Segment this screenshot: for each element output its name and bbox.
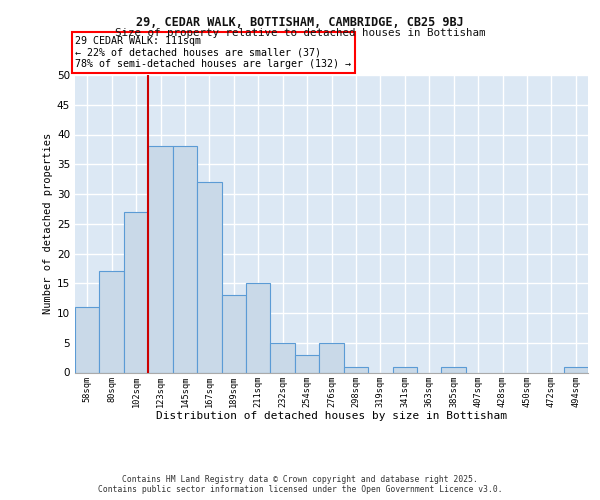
Bar [75,307,100,372]
Bar [271,343,295,372]
Bar [100,272,124,372]
Bar [173,146,197,372]
Bar [563,366,588,372]
Text: 29, CEDAR WALK, BOTTISHAM, CAMBRIDGE, CB25 9BJ: 29, CEDAR WALK, BOTTISHAM, CAMBRIDGE, CB… [136,16,464,29]
Y-axis label: Number of detached properties: Number of detached properties [43,133,53,314]
Bar [344,366,368,372]
Bar [392,366,417,372]
X-axis label: Distribution of detached houses by size in Bottisham: Distribution of detached houses by size … [156,411,507,421]
Bar [124,212,148,372]
Bar [148,146,173,372]
Bar [221,295,246,372]
Bar [319,343,344,372]
Bar [442,366,466,372]
Text: 29 CEDAR WALK: 111sqm
← 22% of detached houses are smaller (37)
78% of semi-deta: 29 CEDAR WALK: 111sqm ← 22% of detached … [75,36,351,69]
Bar [246,283,271,372]
Text: Size of property relative to detached houses in Bottisham: Size of property relative to detached ho… [115,28,485,38]
Bar [295,354,319,372]
Text: Contains HM Land Registry data © Crown copyright and database right 2025.
Contai: Contains HM Land Registry data © Crown c… [98,474,502,494]
Bar [197,182,221,372]
